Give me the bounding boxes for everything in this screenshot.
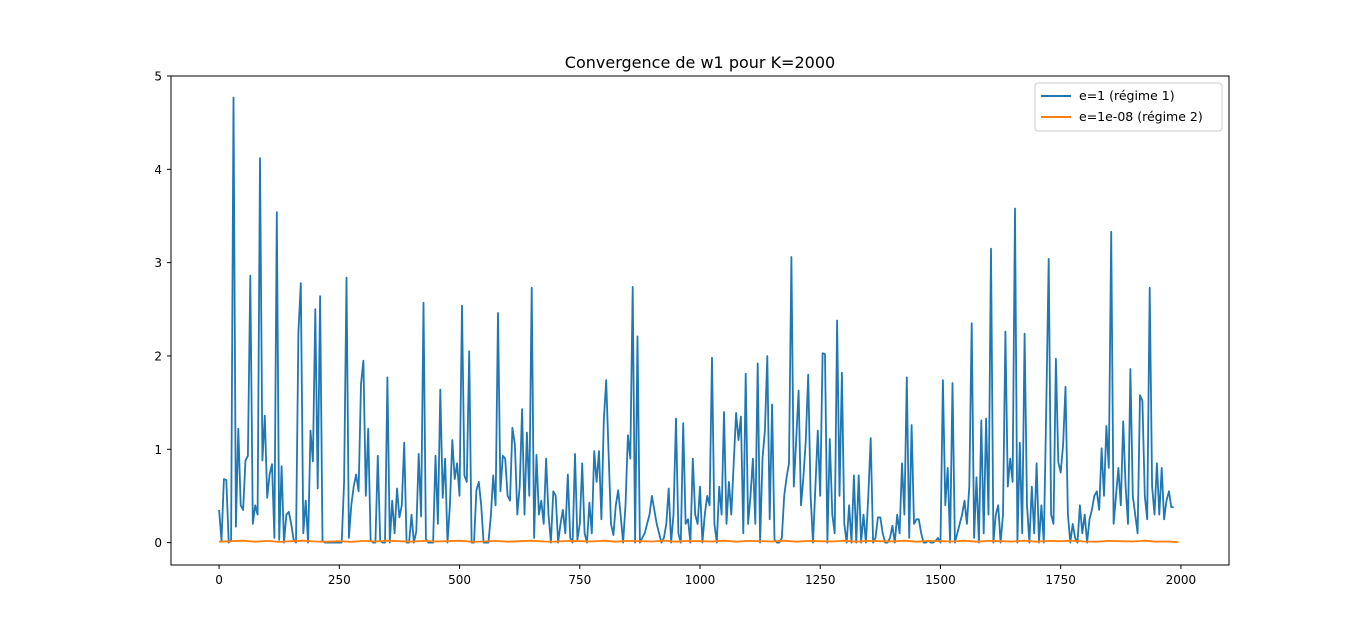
y-tick-label: 0 [154, 536, 162, 550]
x-tick-label: 1500 [925, 573, 956, 587]
legend-label-series-1: e=1 (régime 1) [1079, 88, 1175, 103]
x-tick-label: 2000 [1166, 573, 1197, 587]
y-tick-label: 4 [154, 163, 162, 177]
x-tick-label: 250 [328, 573, 351, 587]
x-tick-label: 1750 [1045, 573, 1076, 587]
x-axis: 0 250 500 750 1000 1250 1500 1750 2000 [215, 565, 1196, 587]
series-line-1 [218, 96, 1174, 544]
legend-box [1034, 82, 1223, 132]
y-tick-label: 3 [154, 256, 162, 270]
x-tick-label: 500 [448, 573, 471, 587]
x-tick-label: 750 [568, 573, 591, 587]
chart-title: Convergence de w1 pour K=2000 [565, 53, 835, 72]
x-tick-label: 0 [215, 573, 223, 587]
x-tick-label: 1000 [685, 573, 716, 587]
legend: e=1 (régime 1) e=1e-08 (régime 2) [1034, 82, 1223, 132]
y-tick-label: 1 [154, 443, 162, 457]
plot-lines [218, 96, 1179, 544]
x-tick-label: 1250 [805, 573, 836, 587]
y-axis: 0 1 2 3 4 5 [154, 70, 171, 550]
y-tick-label: 2 [154, 349, 162, 363]
legend-label-series-2: e=1e-08 (régime 2) [1079, 109, 1203, 124]
y-tick-label: 5 [154, 70, 162, 84]
series-line-2 [219, 539, 1179, 543]
